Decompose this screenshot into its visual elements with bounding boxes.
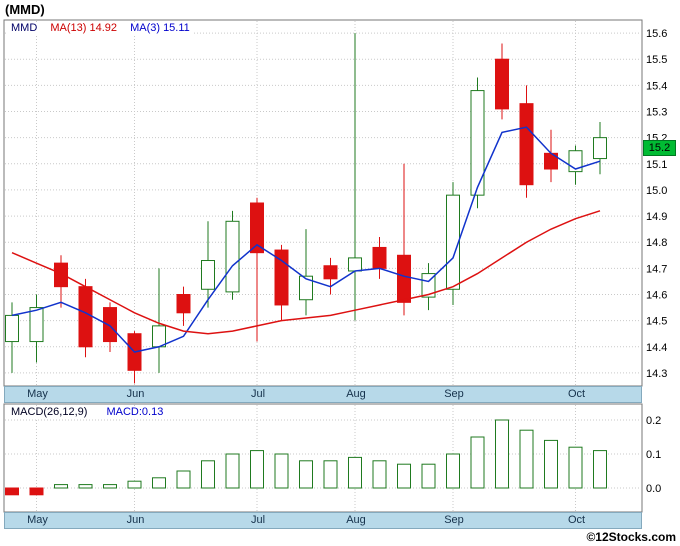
svg-text:15.3: 15.3 xyxy=(646,107,667,119)
month-label: May xyxy=(27,514,48,526)
ma3-legend-label: MA(3) 15.11 xyxy=(130,22,190,34)
svg-text:15.1: 15.1 xyxy=(646,159,667,171)
month-label: May xyxy=(27,388,48,400)
month-axis-bottom: May Jun Jul Aug Sep Oct xyxy=(4,512,642,529)
svg-text:14.8: 14.8 xyxy=(646,237,667,249)
page-title: (MMD) xyxy=(5,2,45,17)
month-label: Jul xyxy=(250,514,266,526)
month-label: Sep xyxy=(444,388,464,400)
copyright-link[interactable]: ©12Stocks.com xyxy=(586,530,676,544)
svg-text:15.4: 15.4 xyxy=(646,80,667,92)
svg-text:14.4: 14.4 xyxy=(646,342,667,354)
month-label: Oct xyxy=(567,388,586,400)
month-label: Aug xyxy=(346,388,366,400)
month-label: Jun xyxy=(126,514,145,526)
svg-text:14.3: 14.3 xyxy=(646,368,667,380)
svg-text:14.5: 14.5 xyxy=(646,316,667,328)
svg-text:14.6: 14.6 xyxy=(646,290,667,302)
svg-text:15.5: 15.5 xyxy=(646,54,667,66)
month-label: Jun xyxy=(126,388,145,400)
month-label: Sep xyxy=(444,514,464,526)
svg-text:14.9: 14.9 xyxy=(646,211,667,223)
svg-text:15.0: 15.0 xyxy=(646,185,667,197)
macd-legend: MACD(26,12,9) MACD:0.13 xyxy=(8,406,167,418)
last-price-badge: 15.2 xyxy=(643,140,676,156)
month-label: Aug xyxy=(346,514,366,526)
price-legend: MMD MA(13) 14.92 MA(3) 15.11 xyxy=(8,22,193,34)
month-label: Oct xyxy=(567,514,586,526)
month-axis-top: May Jun Jul Aug Sep Oct xyxy=(4,386,642,403)
svg-text:0.1: 0.1 xyxy=(646,449,661,461)
svg-text:14.7: 14.7 xyxy=(646,263,667,275)
svg-text:0.0: 0.0 xyxy=(646,483,661,495)
month-label: Jul xyxy=(250,388,266,400)
macd-value-label: MACD:0.13 xyxy=(106,406,164,418)
svg-text:15.6: 15.6 xyxy=(646,28,667,40)
ma13-legend-label: MA(13) 14.92 xyxy=(50,22,117,34)
macd-params-label: MACD(26,12,9) xyxy=(11,406,88,418)
symbol-label: MMD xyxy=(11,22,38,34)
svg-text:0.2: 0.2 xyxy=(646,415,661,427)
